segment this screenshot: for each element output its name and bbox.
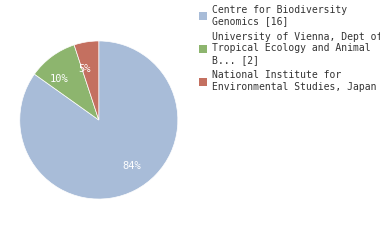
Legend: Centre for Biodiversity
Genomics [16], University of Vienna, Dept of
Tropical Ec: Centre for Biodiversity Genomics [16], U… xyxy=(199,5,380,92)
Wedge shape xyxy=(35,45,99,120)
Text: 84%: 84% xyxy=(122,161,141,171)
Wedge shape xyxy=(74,41,99,120)
Wedge shape xyxy=(20,41,178,199)
Text: 5%: 5% xyxy=(78,64,91,74)
Text: 10%: 10% xyxy=(49,74,68,84)
